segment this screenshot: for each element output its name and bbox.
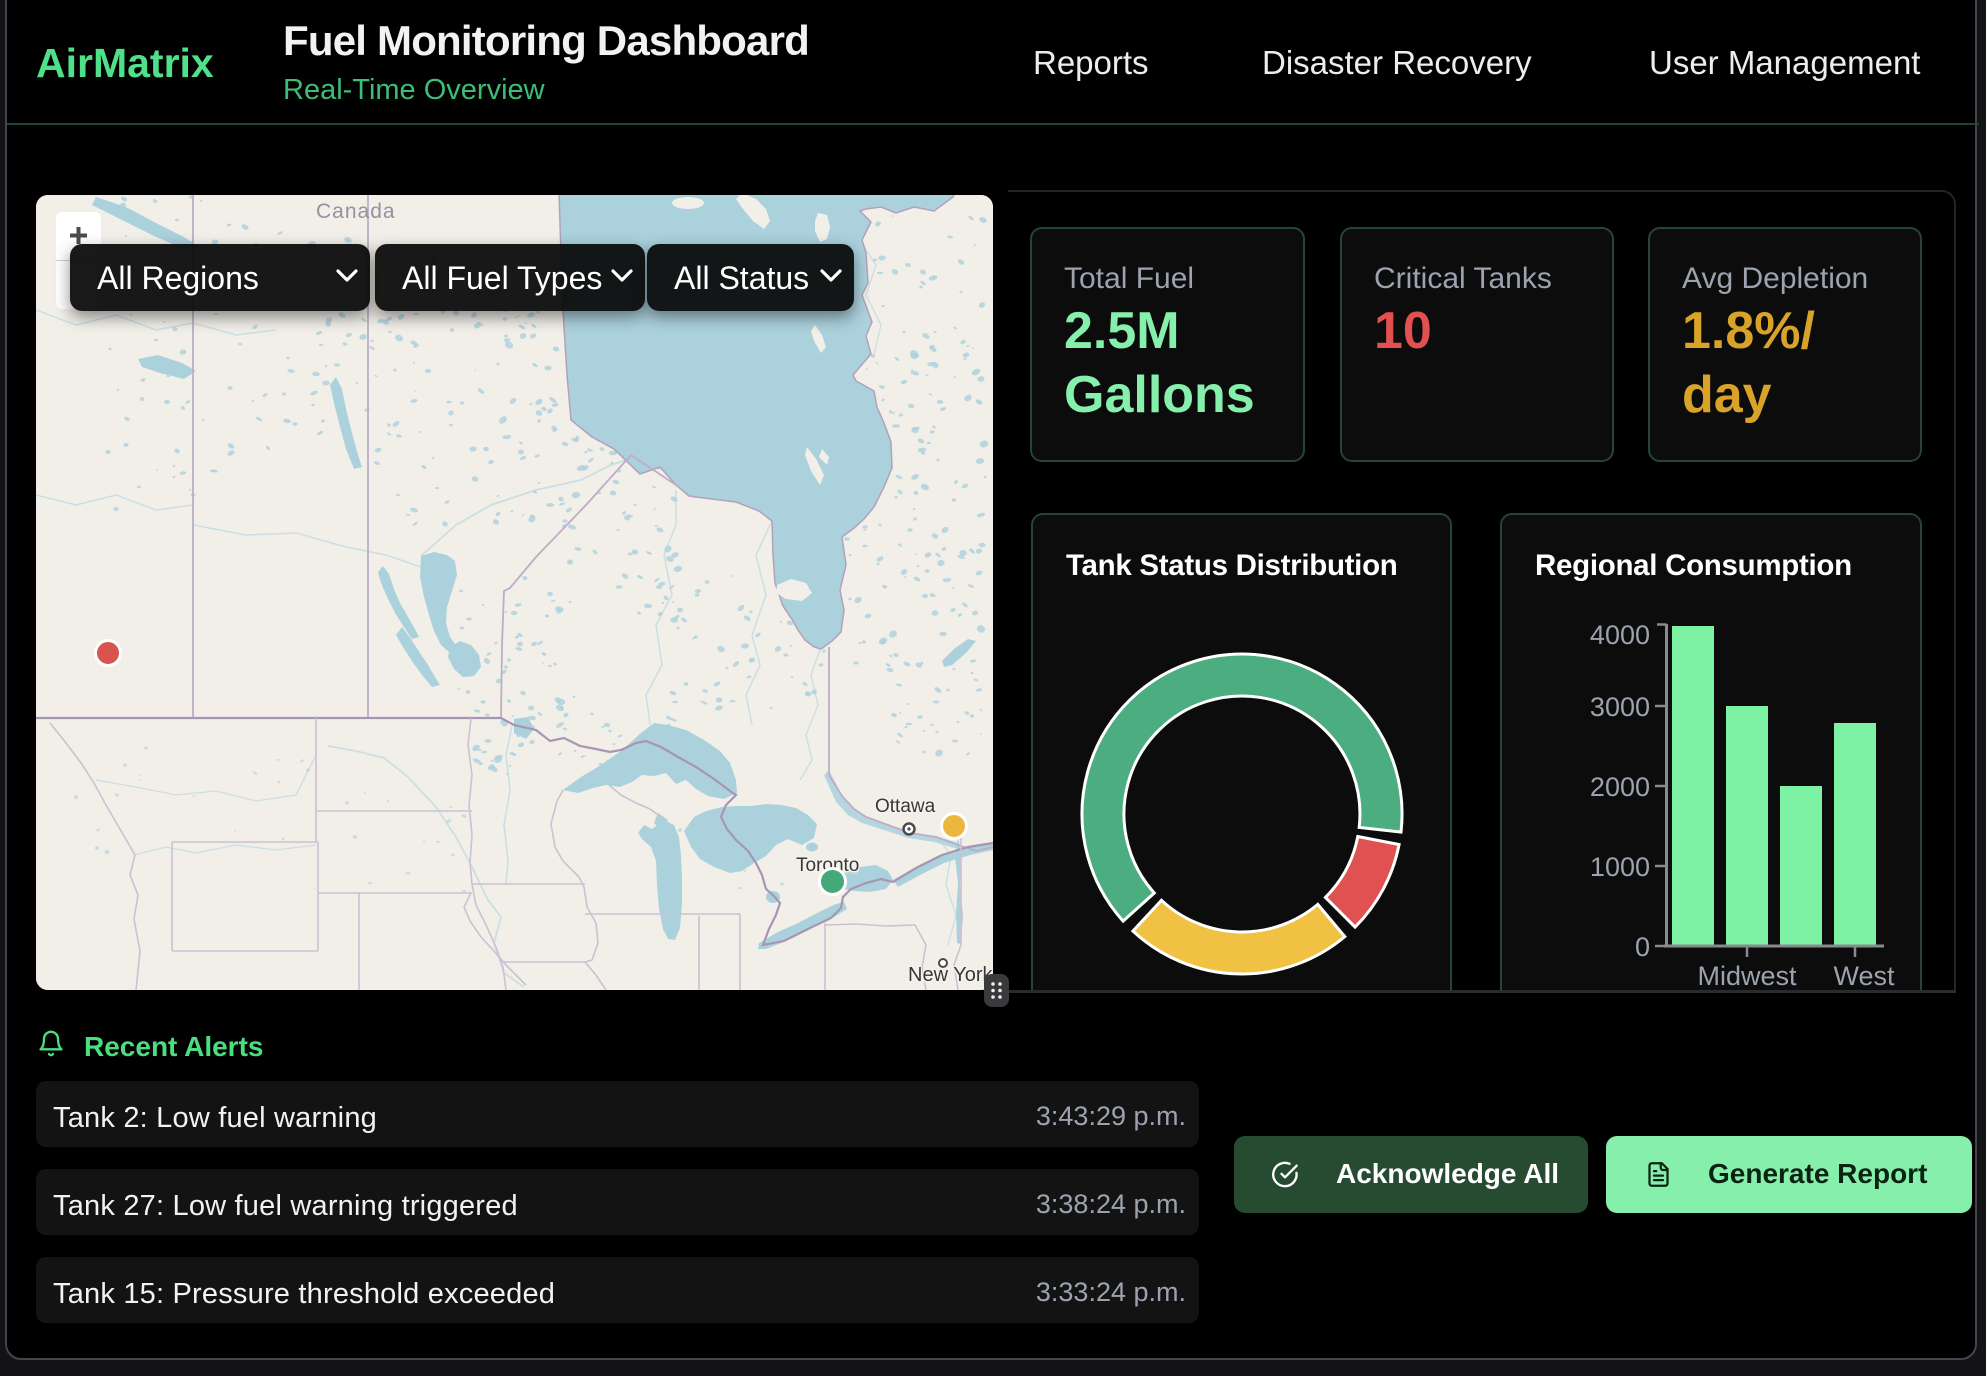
svg-text:3000: 3000 [1590,692,1650,722]
svg-text:1000: 1000 [1590,852,1650,882]
svg-text:4000: 4000 [1590,620,1650,650]
svg-text:2000: 2000 [1590,772,1650,802]
svg-text:West: West [1833,961,1895,990]
svg-text:Midwest: Midwest [1697,961,1797,990]
svg-text:0: 0 [1635,932,1650,962]
